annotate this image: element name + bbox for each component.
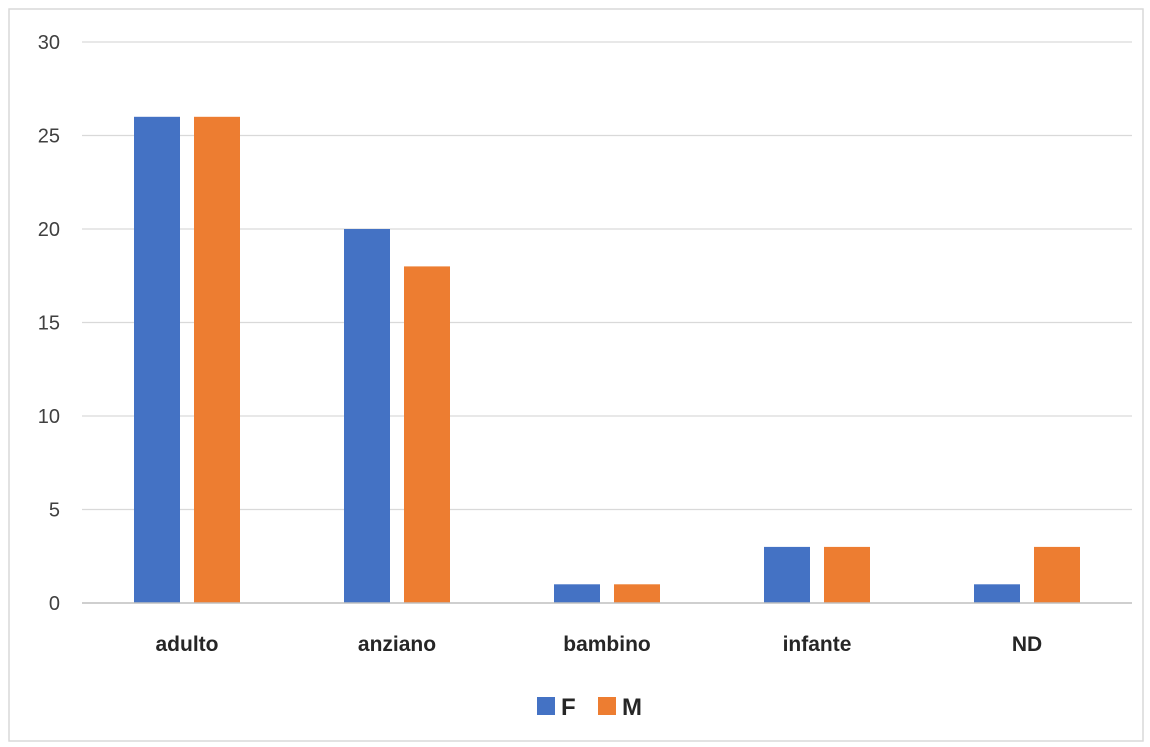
- y-tick-label: 10: [38, 406, 60, 428]
- y-tick-label: 5: [49, 500, 60, 522]
- legend-label-m: M: [622, 694, 642, 721]
- bar-f-bambino: [554, 584, 600, 603]
- legend-swatch-f: [537, 697, 555, 715]
- x-tick-label: ND: [1012, 633, 1042, 656]
- y-tick-label: 20: [38, 219, 60, 241]
- x-tick-label: anziano: [358, 633, 436, 656]
- x-axis-ticks: adulto anziano bambino infante ND: [156, 633, 1043, 656]
- x-tick-label: infante: [783, 633, 852, 656]
- y-axis-ticks: 0 5 10 15 20 25 30: [38, 32, 60, 615]
- gridlines: [82, 41, 1132, 511]
- y-tick-label: 30: [38, 32, 60, 54]
- y-tick-label: 0: [49, 593, 60, 615]
- y-tick-label: 25: [38, 126, 60, 148]
- bar-m-adulto: [194, 116, 240, 604]
- x-tick-label: adulto: [156, 633, 219, 656]
- bar-m-bambino: [614, 584, 660, 603]
- bar-f-anziano: [344, 229, 390, 603]
- x-tick-label: bambino: [563, 633, 651, 656]
- bars: [134, 116, 1080, 604]
- bar-m-infante: [824, 546, 870, 603]
- y-tick-label: 15: [38, 313, 60, 335]
- bar-f-adulto: [134, 116, 180, 604]
- bar-m-nd: [1034, 546, 1080, 603]
- bar-f-infante: [764, 546, 810, 603]
- legend-label-f: F: [561, 694, 576, 721]
- bar-m-anziano: [404, 266, 450, 603]
- legend-swatch-m: [598, 697, 616, 715]
- bar-f-nd: [974, 584, 1020, 603]
